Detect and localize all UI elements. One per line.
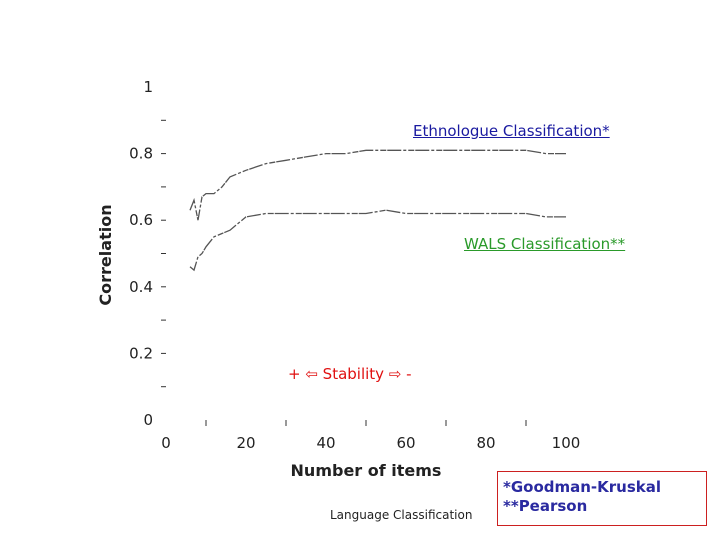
y-tick-label: 0.2 (129, 344, 153, 362)
x-axis-title: Number of items (291, 461, 442, 480)
y-axis-title: Correlation (96, 204, 115, 305)
x-tick-label: 80 (476, 434, 495, 452)
series-lines (189, 149, 566, 272)
wals-series-label: WALS Classification** (464, 235, 626, 253)
footnote-goodman-kruskal: *Goodman-Kruskal (503, 478, 662, 496)
y-axis-ticks: 0 0.2 0.4 0.6 0.8 1 (129, 78, 166, 429)
figure-caption: Language Classification (330, 508, 473, 522)
x-tick-label: 40 (316, 434, 335, 452)
y-tick-label: 1 (143, 78, 153, 96)
y-tick-label: 0.4 (129, 278, 153, 296)
x-tick-label: 20 (236, 434, 255, 452)
footnote-box: *Goodman-Kruskal **Pearson (497, 471, 707, 526)
y-tick-label: 0.8 (129, 145, 153, 163)
y-tick-label: 0 (143, 411, 153, 429)
wals-series-line (189, 209, 566, 272)
x-tick-label: 0 (161, 434, 171, 452)
ethnologue-series-line (189, 149, 566, 221)
footnote-pearson: **Pearson (503, 497, 588, 515)
x-tick-label: 60 (396, 434, 415, 452)
x-tick-label: 100 (552, 434, 581, 452)
x-axis-ticks: 0 20 40 60 80 100 (161, 420, 580, 452)
ethnologue-series-label: Ethnologue Classification* (413, 122, 610, 140)
stability-annotation: + ⇦ Stability ⇨ - (288, 365, 412, 383)
y-tick-label: 0.6 (129, 211, 153, 229)
